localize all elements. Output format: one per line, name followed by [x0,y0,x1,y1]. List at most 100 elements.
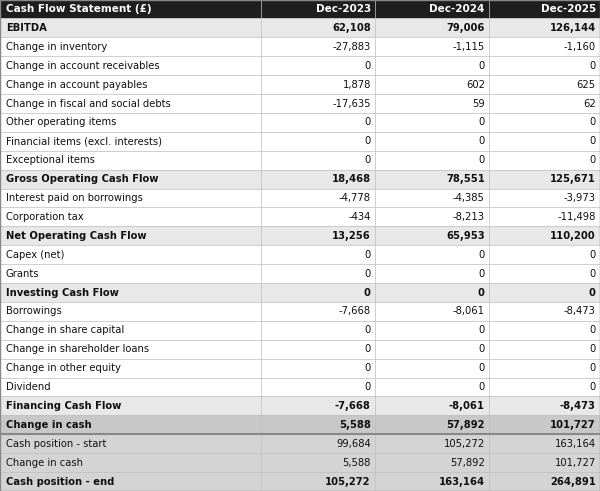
Bar [375,94,489,113]
Bar [489,472,600,491]
Text: 101,727: 101,727 [554,458,596,467]
Bar [489,19,600,37]
Bar [261,435,375,453]
Text: 0: 0 [365,117,371,128]
Text: Cash position - end: Cash position - end [6,477,115,487]
Bar [489,264,600,283]
Bar [261,151,375,170]
Text: 125,671: 125,671 [550,174,596,184]
Bar [489,340,600,359]
Bar [375,435,489,453]
Bar [375,151,489,170]
Text: 602: 602 [466,80,485,90]
Bar [261,56,375,75]
Bar [0,170,261,189]
Text: 99,684: 99,684 [336,439,371,449]
Bar [375,321,489,340]
Bar [375,132,489,151]
Text: 0: 0 [365,269,371,278]
Bar [261,113,375,132]
Text: -7,668: -7,668 [335,401,371,411]
Text: 0: 0 [590,363,596,373]
Bar [261,415,375,435]
Text: 5,588: 5,588 [339,420,371,430]
Bar [489,132,600,151]
Bar [375,472,489,491]
Text: Change in cash: Change in cash [6,458,83,467]
Bar [0,397,261,415]
Text: 0: 0 [365,136,371,146]
Bar [0,283,261,302]
Text: 79,006: 79,006 [446,23,485,33]
Text: 0: 0 [479,344,485,354]
Text: -8,473: -8,473 [560,401,596,411]
Bar [0,472,261,491]
Text: -4,778: -4,778 [339,193,371,203]
Bar [375,453,489,472]
Bar [375,19,489,37]
Text: 0: 0 [478,288,485,298]
Text: 0: 0 [479,61,485,71]
Text: 0: 0 [590,250,596,260]
Bar [0,132,261,151]
Text: Dec-2023: Dec-2023 [316,4,371,14]
Text: 0: 0 [479,269,485,278]
Text: Borrowings: Borrowings [6,306,62,316]
Text: -8,473: -8,473 [564,306,596,316]
Bar [261,37,375,56]
Bar [0,19,261,37]
Text: Change in account receivables: Change in account receivables [6,61,160,71]
Bar [489,415,600,435]
Text: 62: 62 [583,99,596,109]
Bar [489,94,600,113]
Bar [0,37,261,56]
Bar [0,189,261,208]
Bar [0,415,261,435]
Text: 163,164: 163,164 [439,477,485,487]
Bar [489,397,600,415]
Text: Change in inventory: Change in inventory [6,42,107,52]
Text: 0: 0 [479,382,485,392]
Text: 0: 0 [365,155,371,165]
Text: Dec-2025: Dec-2025 [541,4,596,14]
Bar [489,246,600,264]
Text: Change in share capital: Change in share capital [6,326,124,335]
Bar [0,378,261,397]
Text: Change in other equity: Change in other equity [6,363,121,373]
Bar [0,94,261,113]
Bar [375,75,489,94]
Bar [261,397,375,415]
Bar [375,113,489,132]
Bar [375,340,489,359]
Bar [375,378,489,397]
Text: 57,892: 57,892 [446,420,485,430]
Bar [261,283,375,302]
Text: Exceptional items: Exceptional items [6,155,95,165]
Bar [0,113,261,132]
Text: 0: 0 [479,250,485,260]
Text: Dividend: Dividend [6,382,50,392]
Bar [375,415,489,435]
Bar [375,283,489,302]
Bar [0,75,261,94]
Text: Change in shareholder loans: Change in shareholder loans [6,344,149,354]
Text: 78,551: 78,551 [446,174,485,184]
Bar [0,0,261,19]
Bar [489,359,600,378]
Text: 101,727: 101,727 [550,420,596,430]
Bar [375,208,489,226]
Text: 126,144: 126,144 [550,23,596,33]
Text: Gross Operating Cash Flow: Gross Operating Cash Flow [6,174,158,184]
Bar [261,302,375,321]
Bar [0,340,261,359]
Bar [489,378,600,397]
Bar [375,170,489,189]
Bar [375,264,489,283]
Text: -434: -434 [349,212,371,222]
Bar [0,435,261,453]
Text: 0: 0 [590,61,596,71]
Bar [261,340,375,359]
Text: 1,878: 1,878 [343,80,371,90]
Text: 105,272: 105,272 [443,439,485,449]
Bar [261,264,375,283]
